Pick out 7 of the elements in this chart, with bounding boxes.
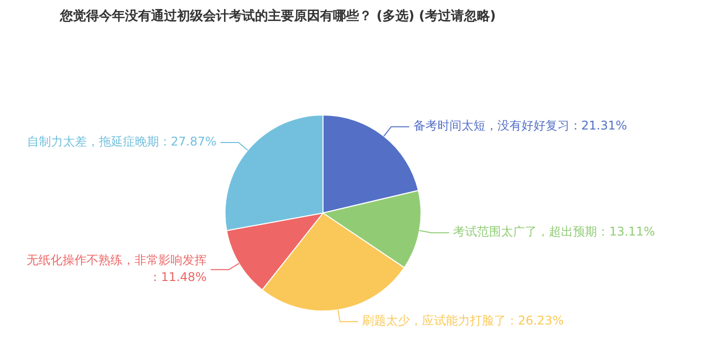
slice-label: 备考时间太短，没有好好复习：21.31%: [413, 119, 628, 134]
slice-label: 无纸化操作不熟练，非常影响发挥: [26, 253, 207, 268]
slice-label: 自制力太差，拖延症晚期：27.87%: [26, 134, 217, 149]
data-label: ：11.48%: [148, 270, 207, 284]
slice-label: 考试范围太广了，超出预期：13.11%: [453, 224, 655, 239]
slice-label: 刷题太少，应试能力打脸了：26.23%: [362, 314, 564, 328]
chart-title: 您觉得今年没有通过初级会计考试的主要原因有哪些？ (多选) (考过请忽略): [59, 8, 496, 24]
